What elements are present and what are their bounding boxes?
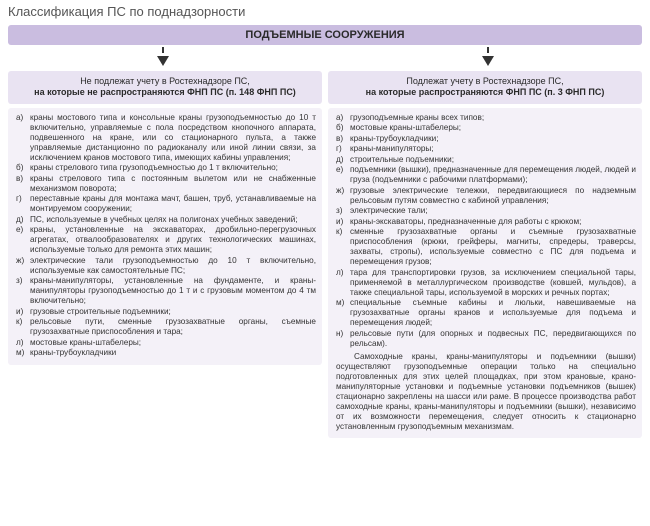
- list-item: н)рельсовые пути (для опорных и подвесны…: [336, 329, 636, 349]
- right-column: Подлежат учету в Ростехнадзоре ПС, на ко…: [328, 71, 642, 438]
- list-marker: б): [336, 123, 350, 133]
- list-text: краны стрелового типа грузоподъемностью …: [30, 163, 316, 173]
- list-item: г)краны-манипуляторы;: [336, 144, 636, 154]
- list-marker: м): [16, 348, 30, 358]
- list-item: и)краны-экскаваторы, предназначенные для…: [336, 217, 636, 227]
- list-item: в)краны-трубоукладчики;: [336, 134, 636, 144]
- right-listbox: а)грузоподъемные краны всех типов;б)мост…: [328, 108, 642, 438]
- list-text: подъемники (вышки), предназначенные для …: [350, 165, 636, 185]
- list-marker: к): [16, 317, 30, 327]
- right-sub-line1: Подлежат учету в Ростехнадзоре ПС,: [334, 76, 636, 87]
- list-text: краны, установленные на экскаваторах, др…: [30, 225, 316, 255]
- list-marker: е): [336, 165, 350, 175]
- list-marker: ж): [336, 186, 350, 196]
- list-item: д)ПС, используемые в учебных целях на по…: [16, 215, 316, 225]
- list-text: краны-экскаваторы, предназначенные для р…: [350, 217, 636, 227]
- list-marker: г): [336, 144, 350, 154]
- list-marker: и): [336, 217, 350, 227]
- list-text: электрические тали грузоподъемностью до …: [30, 256, 316, 276]
- list-marker: в): [336, 134, 350, 144]
- list-item: з)электрические тали;: [336, 206, 636, 216]
- list-marker: д): [336, 155, 350, 165]
- list-marker: а): [16, 113, 30, 123]
- list-item: л)мостовые краны-штабелеры;: [16, 338, 316, 348]
- list-text: краны мостового типа и консольные краны …: [30, 113, 316, 163]
- list-item: к)рельсовые пути, сменные грузозахватные…: [16, 317, 316, 337]
- list-text: краны-манипуляторы, установленные на фун…: [30, 276, 316, 306]
- left-sub-line1: Не подлежат учету в Ростехнадзоре ПС,: [14, 76, 316, 87]
- list-text: грузоподъемные краны всех типов;: [350, 113, 636, 123]
- right-sub-line2: на которые распространяются ФНП ПС (п. 3…: [334, 87, 636, 98]
- list-text: краны-трубоукладчики: [30, 348, 316, 358]
- list-text: краны стрелового типа с постоянным вылет…: [30, 174, 316, 194]
- list-marker: е): [16, 225, 30, 235]
- list-text: краны-манипуляторы;: [350, 144, 636, 154]
- main-header: ПОДЪЕМНЫЕ СООРУЖЕНИЯ: [8, 25, 642, 45]
- list-item: ж)электрические тали грузоподъемностью д…: [16, 256, 316, 276]
- list-marker: д): [16, 215, 30, 225]
- list-marker: з): [336, 206, 350, 216]
- list-marker: к): [336, 227, 350, 237]
- list-item: д)строительные подъемники;: [336, 155, 636, 165]
- list-marker: б): [16, 163, 30, 173]
- list-text: специальные съемные кабины и люльки, нав…: [350, 298, 636, 328]
- left-sub-line2: на которые не распространяются ФНП ПС (п…: [14, 87, 316, 98]
- list-text: строительные подъемники;: [350, 155, 636, 165]
- list-item: а)грузоподъемные краны всех типов;: [336, 113, 636, 123]
- list-item: ж)грузовые электрические тележки, передв…: [336, 186, 636, 206]
- page-title: Классификация ПС по поднадзорности: [0, 0, 650, 25]
- list-item: м)краны-трубоукладчики: [16, 348, 316, 358]
- list-item: е)краны, установленные на экскаваторах, …: [16, 225, 316, 255]
- list-item: в)краны стрелового типа с постоянным выл…: [16, 174, 316, 194]
- left-column: Не подлежат учету в Ростехнадзоре ПС, на…: [8, 71, 322, 438]
- arrow-right: [325, 47, 650, 71]
- list-text: тара для транспортировки грузов, за искл…: [350, 268, 636, 298]
- list-item: б)краны стрелового типа грузоподъемность…: [16, 163, 316, 173]
- list-item: г)переставные краны для монтажа мачт, ба…: [16, 194, 316, 214]
- list-marker: а): [336, 113, 350, 123]
- right-subheader: Подлежат учету в Ростехнадзоре ПС, на ко…: [328, 71, 642, 104]
- left-list: а)краны мостового типа и консольные кран…: [16, 113, 316, 359]
- list-text: ПС, используемые в учебных целях на поли…: [30, 215, 316, 225]
- arrow-left: [0, 47, 325, 71]
- list-text: грузовые электрические тележки, передвиг…: [350, 186, 636, 206]
- list-marker: ж): [16, 256, 30, 266]
- list-item: а)краны мостового типа и консольные кран…: [16, 113, 316, 163]
- left-subheader: Не подлежат учету в Ростехнадзоре ПС, на…: [8, 71, 322, 104]
- list-item: л)тара для транспортировки грузов, за ис…: [336, 268, 636, 298]
- list-marker: н): [336, 329, 350, 339]
- columns: Не подлежат учету в Ростехнадзоре ПС, на…: [0, 71, 650, 444]
- list-text: рельсовые пути (для опорных и подвесных …: [350, 329, 636, 349]
- list-text: сменные грузозахватные органы и съемные …: [350, 227, 636, 267]
- arrow-row: [0, 47, 650, 71]
- list-text: грузовые строительные подъемники;: [30, 307, 316, 317]
- right-list: а)грузоподъемные краны всех типов;б)мост…: [336, 113, 636, 349]
- list-marker: м): [336, 298, 350, 308]
- list-text: рельсовые пути, сменные грузозахватные о…: [30, 317, 316, 337]
- list-item: б)мостовые краны-штабелеры;: [336, 123, 636, 133]
- list-text: мостовые краны-штабелеры;: [30, 338, 316, 348]
- right-note: Самоходные краны, краны-манипуляторы и п…: [336, 352, 636, 432]
- list-text: мостовые краны-штабелеры;: [350, 123, 636, 133]
- list-marker: и): [16, 307, 30, 317]
- list-item: к)сменные грузозахватные органы и съемны…: [336, 227, 636, 267]
- list-marker: з): [16, 276, 30, 286]
- list-text: электрические тали;: [350, 206, 636, 216]
- list-marker: л): [336, 268, 350, 278]
- list-marker: в): [16, 174, 30, 184]
- list-item: з)краны-манипуляторы, установленные на ф…: [16, 276, 316, 306]
- list-marker: л): [16, 338, 30, 348]
- list-text: переставные краны для монтажа мачт, баше…: [30, 194, 316, 214]
- list-item: е)подъемники (вышки), предназначенные дл…: [336, 165, 636, 185]
- list-item: и)грузовые строительные подъемники;: [16, 307, 316, 317]
- left-listbox: а)краны мостового типа и консольные кран…: [8, 108, 322, 365]
- list-item: м)специальные съемные кабины и люльки, н…: [336, 298, 636, 328]
- list-marker: г): [16, 194, 30, 204]
- list-text: краны-трубоукладчики;: [350, 134, 636, 144]
